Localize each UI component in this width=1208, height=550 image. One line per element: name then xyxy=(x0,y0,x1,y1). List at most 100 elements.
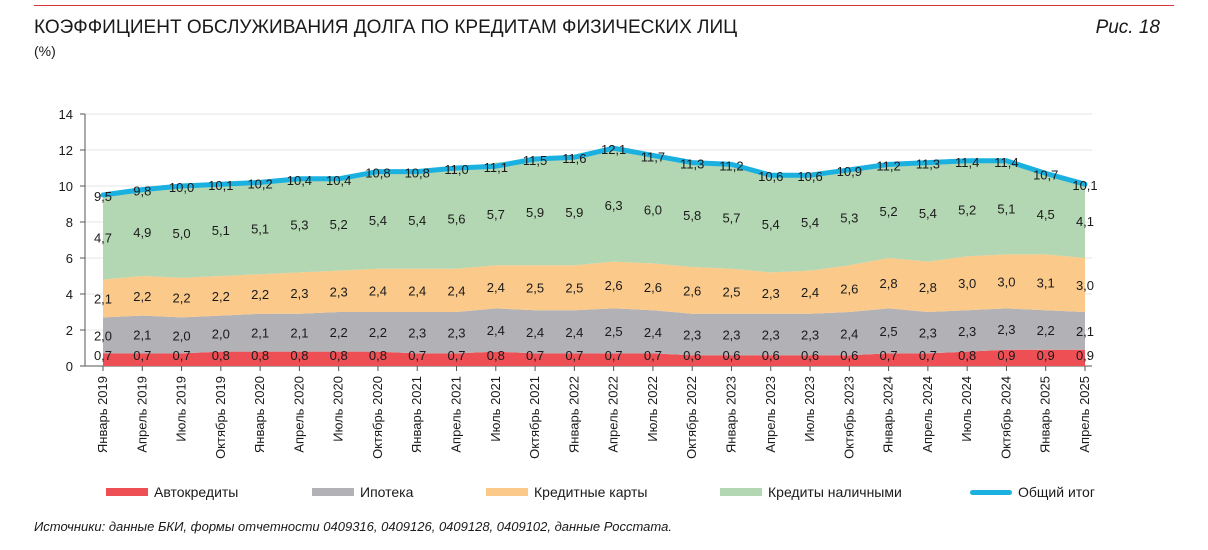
top-rule xyxy=(34,5,1174,6)
total-line xyxy=(100,145,1088,198)
data-label-mortgage: 2,0 xyxy=(212,327,230,342)
data-label-cards: 2,2 xyxy=(173,291,191,306)
data-label-mortgage: 2,3 xyxy=(958,324,976,339)
data-label-mortgage: 2,3 xyxy=(722,328,740,343)
x-tick-label: Апрель 2024 xyxy=(920,376,935,453)
data-label-mortgage: 2,1 xyxy=(290,326,308,341)
legend-swatch-cards xyxy=(486,488,528,496)
data-label-cash: 5,4 xyxy=(369,213,387,228)
data-label-total: 10,9 xyxy=(837,164,862,179)
data-label-auto: 0,9 xyxy=(1037,348,1055,363)
data-label-cards: 2,5 xyxy=(722,284,740,299)
y-tick-label: 14 xyxy=(59,107,73,122)
x-tick-label: Июль 2020 xyxy=(331,376,346,442)
data-label-cards: 2,3 xyxy=(330,284,348,299)
data-label-cash: 5,1 xyxy=(251,221,269,236)
data-label-auto: 0,7 xyxy=(644,348,662,363)
data-label-cash: 4,5 xyxy=(1037,207,1055,222)
data-label-cash: 5,1 xyxy=(212,223,230,238)
x-tick-label: Октябрь 2023 xyxy=(841,376,856,459)
data-label-mortgage: 2,2 xyxy=(369,325,387,340)
x-tick-label: Апрель 2022 xyxy=(606,376,621,453)
data-label-mortgage: 2,3 xyxy=(762,328,780,343)
data-label-auto: 0,6 xyxy=(840,348,858,363)
x-tick-label: Апрель 2023 xyxy=(763,376,778,453)
data-label-auto: 0,6 xyxy=(722,348,740,363)
data-label-auto: 0,8 xyxy=(487,348,505,363)
legend-item-cash: Кредиты наличными xyxy=(720,480,902,504)
data-label-total: 10,6 xyxy=(758,169,783,184)
data-label-total: 10,4 xyxy=(326,173,351,188)
x-tick-label: Июль 2024 xyxy=(959,376,974,442)
data-label-total: 10,2 xyxy=(247,176,272,191)
data-label-auto: 0,8 xyxy=(369,348,387,363)
x-tick-label: Июль 2019 xyxy=(174,376,189,442)
data-label-cash: 5,7 xyxy=(487,207,505,222)
legend-swatch-auto xyxy=(106,488,148,496)
data-label-mortgage: 2,2 xyxy=(1037,323,1055,338)
data-label-auto: 0,6 xyxy=(683,348,701,363)
data-label-cash: 5,9 xyxy=(526,205,544,220)
x-tick-label: Январь 2023 xyxy=(723,376,738,453)
legend-swatch-total xyxy=(970,489,1012,495)
x-tick-label: Апрель 2020 xyxy=(291,376,306,453)
data-label-cards: 2,6 xyxy=(683,283,701,298)
data-label-cards: 2,8 xyxy=(919,280,937,295)
x-tick-label: Октябрь 2019 xyxy=(213,376,228,459)
data-label-cards: 2,3 xyxy=(762,286,780,301)
data-label-total: 11,1 xyxy=(484,160,508,175)
data-label-total: 10,8 xyxy=(365,166,390,181)
area-auto xyxy=(103,349,1085,366)
data-label-cards: 2,1 xyxy=(94,292,112,307)
data-label-cards: 2,4 xyxy=(447,283,465,298)
data-label-cash: 5,2 xyxy=(958,202,976,217)
legend-item-mortgage: Ипотека xyxy=(312,480,413,504)
x-tick-label: Январь 2024 xyxy=(881,376,896,453)
data-label-cash: 5,4 xyxy=(408,213,426,228)
data-label-total: 11,3 xyxy=(916,157,940,172)
data-label-auto: 0,7 xyxy=(919,348,937,363)
data-label-mortgage: 2,5 xyxy=(605,324,623,339)
data-label-mortgage: 2,4 xyxy=(840,327,858,342)
y-tick-label: 10 xyxy=(59,179,73,194)
y-tick-label: 6 xyxy=(66,251,73,266)
x-tick-label: Январь 2021 xyxy=(409,376,424,453)
data-label-auto: 0,9 xyxy=(1076,348,1094,363)
data-label-mortgage: 2,3 xyxy=(447,326,465,341)
y-tick-label: 0 xyxy=(66,359,73,374)
data-label-mortgage: 2,3 xyxy=(801,328,819,343)
data-label-auto: 0,6 xyxy=(801,348,819,363)
data-label-total: 10,6 xyxy=(797,169,822,184)
data-label-auto: 0,8 xyxy=(330,348,348,363)
data-label-auto: 0,8 xyxy=(251,348,269,363)
legend-label-total: Общий итог xyxy=(1018,484,1095,500)
data-label-cards: 2,6 xyxy=(840,282,858,297)
data-label-auto: 0,7 xyxy=(526,348,544,363)
area-cards xyxy=(103,254,1085,318)
data-label-cards: 2,6 xyxy=(644,280,662,295)
figure-label: Рис. 18 xyxy=(1095,17,1160,38)
data-label-total: 10,4 xyxy=(287,173,312,188)
data-label-auto: 0,7 xyxy=(605,348,623,363)
source-note: Источники: данные БКИ, формы отчетности … xyxy=(34,519,672,534)
data-label-cash: 5,8 xyxy=(683,208,701,223)
x-tick-label: Октябрь 2022 xyxy=(684,376,699,459)
data-label-cash: 5,0 xyxy=(173,226,191,241)
data-label-total: 11,3 xyxy=(680,157,704,172)
data-label-total: 11,2 xyxy=(876,158,900,173)
data-label-auto: 0,7 xyxy=(173,348,191,363)
data-label-total: 10,8 xyxy=(405,166,430,181)
data-label-auto: 0,7 xyxy=(447,348,465,363)
data-label-cards: 2,4 xyxy=(369,283,387,298)
x-tick-label: Апрель 2019 xyxy=(134,376,149,453)
data-label-total: 10,1 xyxy=(1072,178,1097,193)
data-label-cash: 5,7 xyxy=(722,211,740,226)
data-label-cash: 6,0 xyxy=(644,202,662,217)
x-tick-label: Июль 2021 xyxy=(488,376,503,442)
area-mortgage xyxy=(103,308,1085,356)
x-tick-label: Октябрь 2020 xyxy=(370,376,385,459)
data-label-cards: 2,5 xyxy=(565,281,583,296)
data-label-mortgage: 2,4 xyxy=(644,325,662,340)
chart-canvas: 0 2 4 6 8 10 12 14 0,7 0,7 0,7 0,8 0,8 0,8 0,8 0,8 0,7 0,… xyxy=(59,107,1098,459)
data-label-mortgage: 2,4 xyxy=(487,323,505,338)
